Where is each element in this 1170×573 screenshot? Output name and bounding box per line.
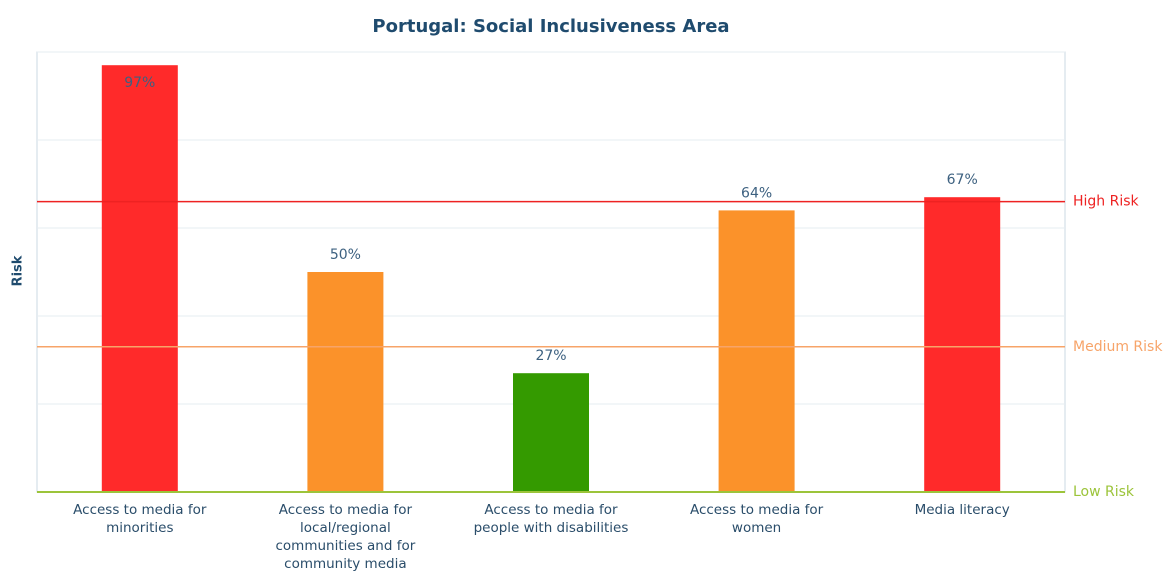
x-tick-label: Access to media for people with disabili… (473, 502, 629, 536)
x-tick-label: Access to media for minorities (73, 502, 207, 536)
bar (924, 197, 1001, 492)
data-label: 50% (330, 247, 361, 263)
bar (307, 272, 384, 492)
data-label: 27% (535, 348, 566, 364)
x-tick-label: Media literacy (914, 502, 1010, 518)
bar (101, 65, 178, 492)
bar (513, 373, 589, 492)
y2-tick-label: Medium Risk (1073, 339, 1163, 355)
data-label: 64% (741, 185, 772, 201)
y2-tick-label: High Risk (1073, 194, 1140, 210)
y2-tick-label: Low Risk (1073, 484, 1135, 500)
chart-title: Portugal: Social Inclusiveness Area (372, 16, 729, 37)
y-axis-label: Risk (11, 255, 26, 286)
x-tick-label: Access to media for women (689, 502, 824, 536)
data-label: 67% (947, 172, 978, 188)
bar (718, 210, 795, 492)
data-label: 97% (124, 75, 155, 91)
x-tick-label: Access to media for local/regional commu… (275, 502, 416, 572)
